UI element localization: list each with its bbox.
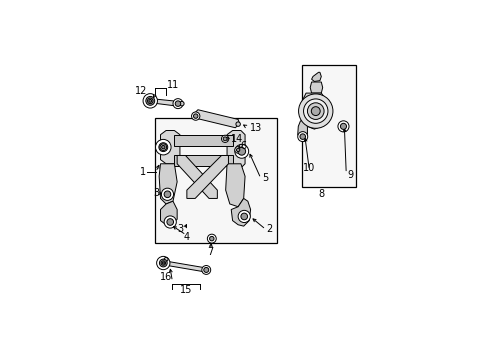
Circle shape bbox=[237, 148, 245, 155]
Circle shape bbox=[191, 112, 200, 120]
Text: 3: 3 bbox=[153, 188, 160, 198]
Circle shape bbox=[160, 144, 166, 150]
Circle shape bbox=[238, 210, 250, 222]
Circle shape bbox=[241, 213, 247, 220]
Circle shape bbox=[162, 145, 164, 149]
Circle shape bbox=[159, 143, 167, 152]
Text: 3: 3 bbox=[177, 225, 183, 234]
Polygon shape bbox=[311, 72, 321, 81]
Circle shape bbox=[207, 234, 216, 243]
Circle shape bbox=[303, 99, 327, 123]
Polygon shape bbox=[150, 99, 178, 105]
Polygon shape bbox=[164, 261, 207, 272]
Circle shape bbox=[202, 266, 210, 274]
Circle shape bbox=[159, 259, 167, 267]
Circle shape bbox=[175, 101, 181, 107]
Polygon shape bbox=[225, 164, 244, 207]
Polygon shape bbox=[309, 82, 322, 93]
Text: 7: 7 bbox=[207, 247, 213, 257]
Polygon shape bbox=[186, 156, 228, 198]
Text: 12: 12 bbox=[135, 86, 147, 96]
Polygon shape bbox=[160, 131, 180, 164]
Text: 16: 16 bbox=[160, 271, 172, 282]
Circle shape bbox=[148, 99, 151, 102]
Circle shape bbox=[164, 191, 170, 198]
Text: 15: 15 bbox=[180, 285, 192, 296]
Circle shape bbox=[164, 216, 176, 228]
Circle shape bbox=[307, 103, 324, 120]
Circle shape bbox=[203, 267, 208, 273]
Text: 8: 8 bbox=[318, 189, 324, 199]
Circle shape bbox=[155, 139, 171, 155]
Polygon shape bbox=[177, 156, 217, 198]
Circle shape bbox=[223, 137, 226, 141]
Circle shape bbox=[337, 121, 348, 132]
Text: 5: 5 bbox=[261, 174, 267, 184]
Circle shape bbox=[143, 94, 157, 108]
Text: 6: 6 bbox=[240, 141, 245, 151]
Circle shape bbox=[193, 114, 198, 118]
Text: 13: 13 bbox=[249, 123, 262, 133]
Text: 4: 4 bbox=[183, 232, 189, 242]
Circle shape bbox=[147, 98, 153, 104]
Circle shape bbox=[299, 134, 305, 139]
Circle shape bbox=[161, 261, 165, 265]
Circle shape bbox=[161, 188, 173, 201]
Circle shape bbox=[236, 148, 239, 152]
Polygon shape bbox=[159, 164, 177, 204]
Polygon shape bbox=[226, 131, 244, 168]
Bar bbox=[155, 118, 276, 243]
Circle shape bbox=[156, 256, 170, 270]
Circle shape bbox=[235, 122, 240, 126]
Text: 10: 10 bbox=[303, 163, 315, 174]
Bar bbox=[301, 66, 355, 187]
Circle shape bbox=[166, 219, 173, 225]
Circle shape bbox=[298, 94, 332, 128]
Circle shape bbox=[297, 132, 307, 141]
Text: 11: 11 bbox=[167, 80, 179, 90]
Text: 1: 1 bbox=[140, 167, 146, 177]
Polygon shape bbox=[193, 110, 239, 128]
Polygon shape bbox=[231, 198, 250, 226]
Polygon shape bbox=[297, 121, 307, 139]
Circle shape bbox=[145, 96, 154, 105]
Circle shape bbox=[164, 257, 168, 261]
Circle shape bbox=[209, 237, 214, 241]
Circle shape bbox=[179, 102, 183, 106]
Polygon shape bbox=[160, 201, 177, 225]
Circle shape bbox=[173, 99, 183, 109]
Polygon shape bbox=[174, 135, 232, 146]
Circle shape bbox=[162, 262, 164, 264]
Polygon shape bbox=[301, 93, 326, 129]
Circle shape bbox=[221, 135, 228, 143]
Circle shape bbox=[234, 147, 241, 153]
Circle shape bbox=[340, 123, 346, 129]
Text: 14: 14 bbox=[230, 134, 243, 144]
Circle shape bbox=[311, 107, 320, 116]
Polygon shape bbox=[174, 156, 232, 166]
Text: 2: 2 bbox=[266, 225, 272, 234]
Text: 9: 9 bbox=[346, 170, 352, 180]
Circle shape bbox=[234, 144, 248, 158]
